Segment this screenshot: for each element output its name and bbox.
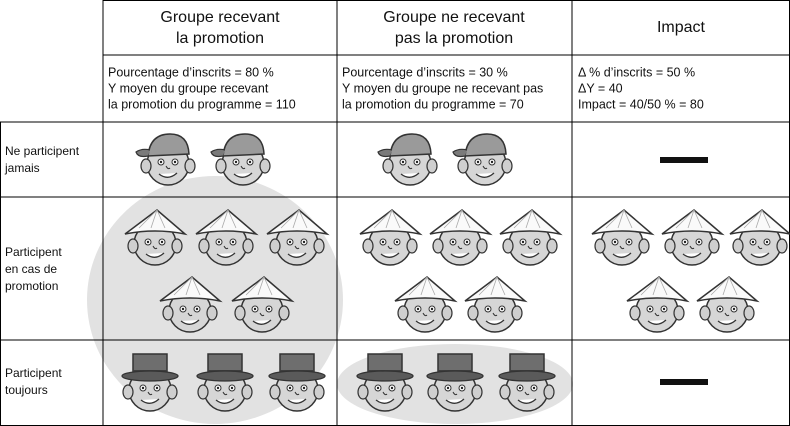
diagram: Groupe recevant la promotion Groupe ne r… <box>0 0 790 426</box>
summary: Y moyen du groupe ne recevant pas <box>342 81 543 95</box>
column-header: pas la promotion <box>395 30 513 47</box>
column-header: Groupe ne recevant <box>383 9 525 26</box>
column-header: Impact <box>657 19 706 36</box>
row-label: jamais <box>4 161 40 175</box>
column-header: la promotion <box>176 30 264 47</box>
summary: Pourcentage d’inscrits = 30 % <box>342 65 508 79</box>
row-label: promotion <box>5 279 58 293</box>
summary: la promotion du programme = 70 <box>342 97 524 111</box>
column-header: Groupe recevant <box>160 9 280 26</box>
row-label: toujours <box>5 383 48 397</box>
row-label: en cas de <box>5 262 57 276</box>
summary: la promotion du programme = 110 <box>108 97 296 111</box>
summary: Δ % d’inscrits = 50 % <box>578 65 695 79</box>
summary: Impact = 40/50 % = 80 <box>578 97 704 111</box>
summary: Y moyen du groupe recevant <box>108 81 269 95</box>
summary: Pourcentage d’inscrits = 80 % <box>108 65 274 79</box>
row-label: Ne participent <box>5 144 80 158</box>
summary: ΔY = 40 <box>578 81 623 95</box>
row-label: Participent <box>5 366 62 380</box>
row-label: Participent <box>5 245 62 259</box>
